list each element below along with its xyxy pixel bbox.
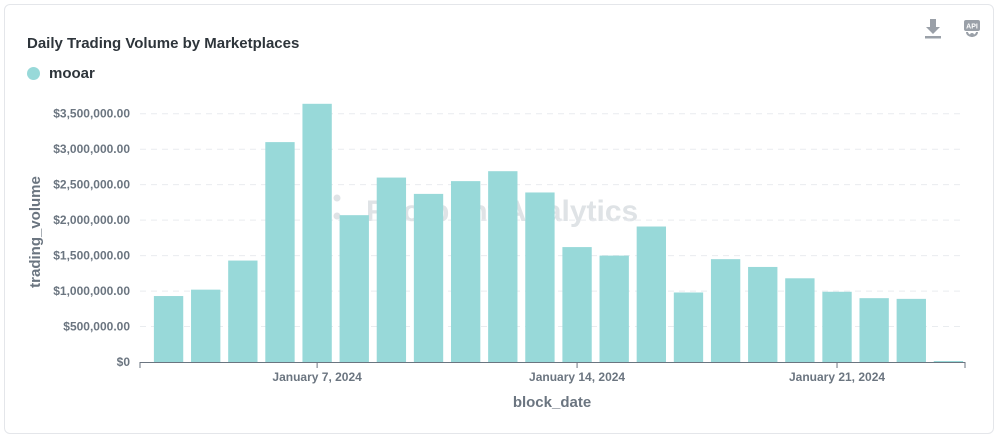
x-tick-label: January 14, 2024 (529, 370, 625, 384)
legend-label: mooar (49, 65, 95, 82)
y-tick-label: $2,500,000.00 (53, 178, 130, 192)
bar[interactable] (339, 215, 369, 362)
api-icon-label: API (966, 24, 978, 31)
bar[interactable] (265, 142, 295, 362)
bar[interactable] (302, 103, 332, 362)
bar[interactable] (748, 266, 778, 362)
bar[interactable] (488, 171, 518, 362)
bar[interactable] (153, 296, 184, 362)
bar[interactable] (450, 181, 481, 362)
bar[interactable] (822, 291, 852, 362)
bars (153, 103, 964, 362)
bar[interactable] (376, 177, 407, 362)
download-icon[interactable] (923, 17, 943, 39)
y-tick-label: $500,000.00 (63, 320, 130, 334)
bar[interactable] (525, 192, 555, 362)
bar[interactable] (191, 289, 221, 362)
bar[interactable] (859, 298, 889, 362)
legend[interactable]: mooar (27, 65, 95, 82)
y-tick-label: $1,000,000.00 (53, 284, 130, 298)
bar[interactable] (228, 260, 258, 362)
bar[interactable] (413, 193, 444, 362)
api-icon[interactable]: API (962, 17, 982, 39)
y-tick-label: $0 (117, 355, 131, 369)
y-axis: $0 $500,000.00 $1,000,000.00 $1,500,000.00 $… (53, 107, 130, 369)
bar[interactable] (636, 226, 667, 362)
bar[interactable] (673, 292, 704, 362)
x-tick-label: January 21, 2024 (789, 370, 885, 384)
bar[interactable] (933, 361, 964, 362)
legend-swatch (27, 67, 40, 80)
bar[interactable] (710, 259, 741, 362)
bar[interactable] (562, 247, 592, 362)
y-tick-label: $3,500,000.00 (53, 107, 130, 121)
y-tick-label: $1,500,000.00 (53, 249, 130, 263)
bar[interactable] (785, 278, 815, 362)
y-tick-label: $3,000,000.00 (53, 142, 130, 156)
bar[interactable] (599, 255, 629, 362)
x-axis: January 7, 2024 January 14, 2024 January 2… (139, 362, 966, 384)
chart-title: Daily Trading Volume by Marketplaces (27, 35, 300, 52)
y-tick-label: $2,000,000.00 (53, 213, 130, 227)
y-axis-title: trading_volume (27, 176, 44, 288)
x-axis-title: block_date (513, 394, 591, 411)
x-tick-label: January 7, 2024 (272, 370, 362, 384)
bar[interactable] (896, 298, 926, 362)
